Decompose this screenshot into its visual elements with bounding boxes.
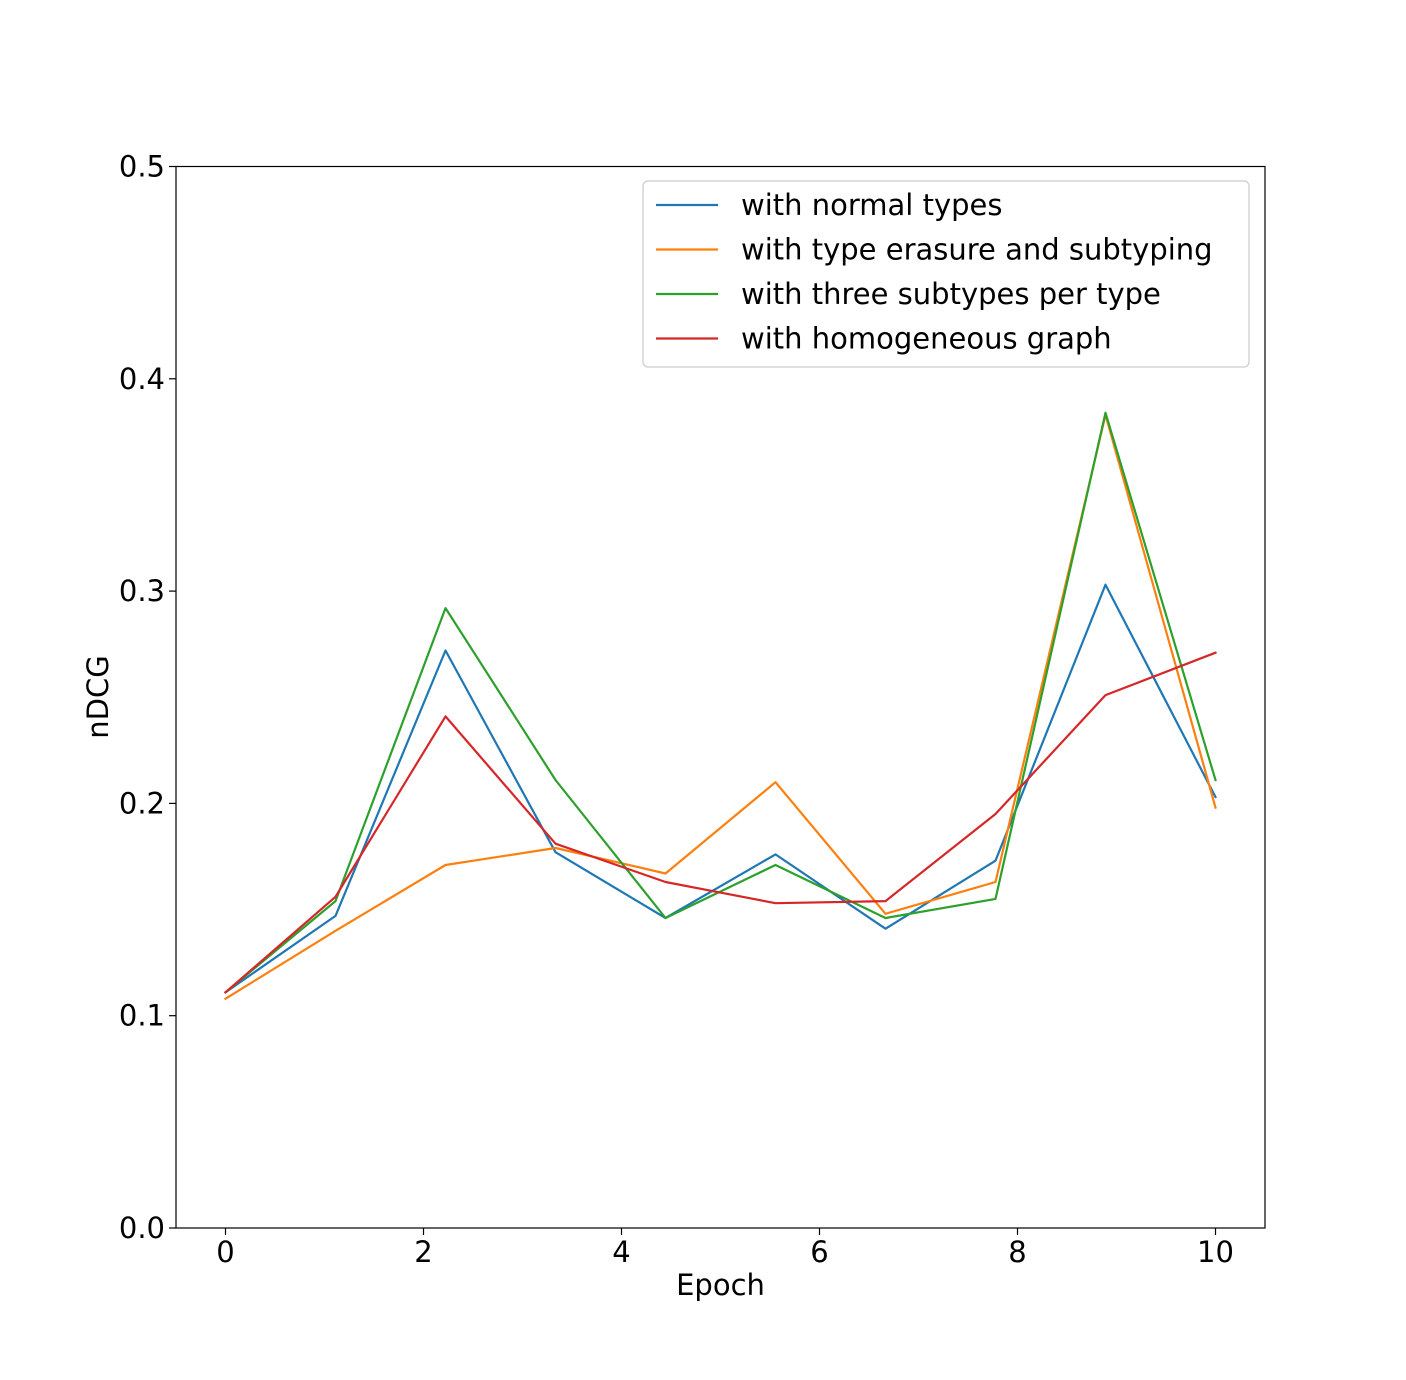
legend-label: with homogeneous graph xyxy=(741,322,1112,356)
y-tick-label: 0.1 xyxy=(119,999,165,1033)
y-tick-label: 0.4 xyxy=(119,362,165,396)
x-tick-label: 0 xyxy=(216,1235,234,1269)
series-line-4 xyxy=(223,651,1217,994)
x-axis-label: Epoch xyxy=(676,1268,765,1302)
y-tick-label: 0.0 xyxy=(119,1211,165,1245)
series-line-3 xyxy=(223,411,1217,994)
x-axis-ticks: 0 2 4 6 8 10 xyxy=(216,1228,1234,1269)
x-tick-label: 6 xyxy=(810,1235,828,1269)
x-tick-label: 10 xyxy=(1197,1235,1234,1269)
y-axis-ticks: 0.0 0.1 0.2 0.3 0.4 0.5 xyxy=(119,150,176,1245)
y-tick-label: 0.2 xyxy=(119,786,165,820)
legend-frame xyxy=(642,180,1250,368)
legend-label: with normal types xyxy=(741,188,1002,222)
legend-label: with three subtypes per type xyxy=(741,277,1161,311)
y-tick-label: 0.5 xyxy=(119,150,165,184)
plot-frame xyxy=(175,165,1266,1229)
x-tick-label: 2 xyxy=(414,1235,432,1269)
x-tick-label: 8 xyxy=(1008,1235,1026,1269)
y-axis-label: nDCG xyxy=(81,655,115,738)
x-tick-label: 4 xyxy=(612,1235,630,1269)
legend-label: with type erasure and subtyping xyxy=(741,233,1213,267)
series-lines xyxy=(223,411,1217,1001)
series-line-2 xyxy=(223,413,1217,1001)
series-line-1 xyxy=(223,583,1217,994)
legend: with normal types with type erasure and s… xyxy=(642,180,1250,368)
y-tick-label: 0.3 xyxy=(119,574,165,608)
